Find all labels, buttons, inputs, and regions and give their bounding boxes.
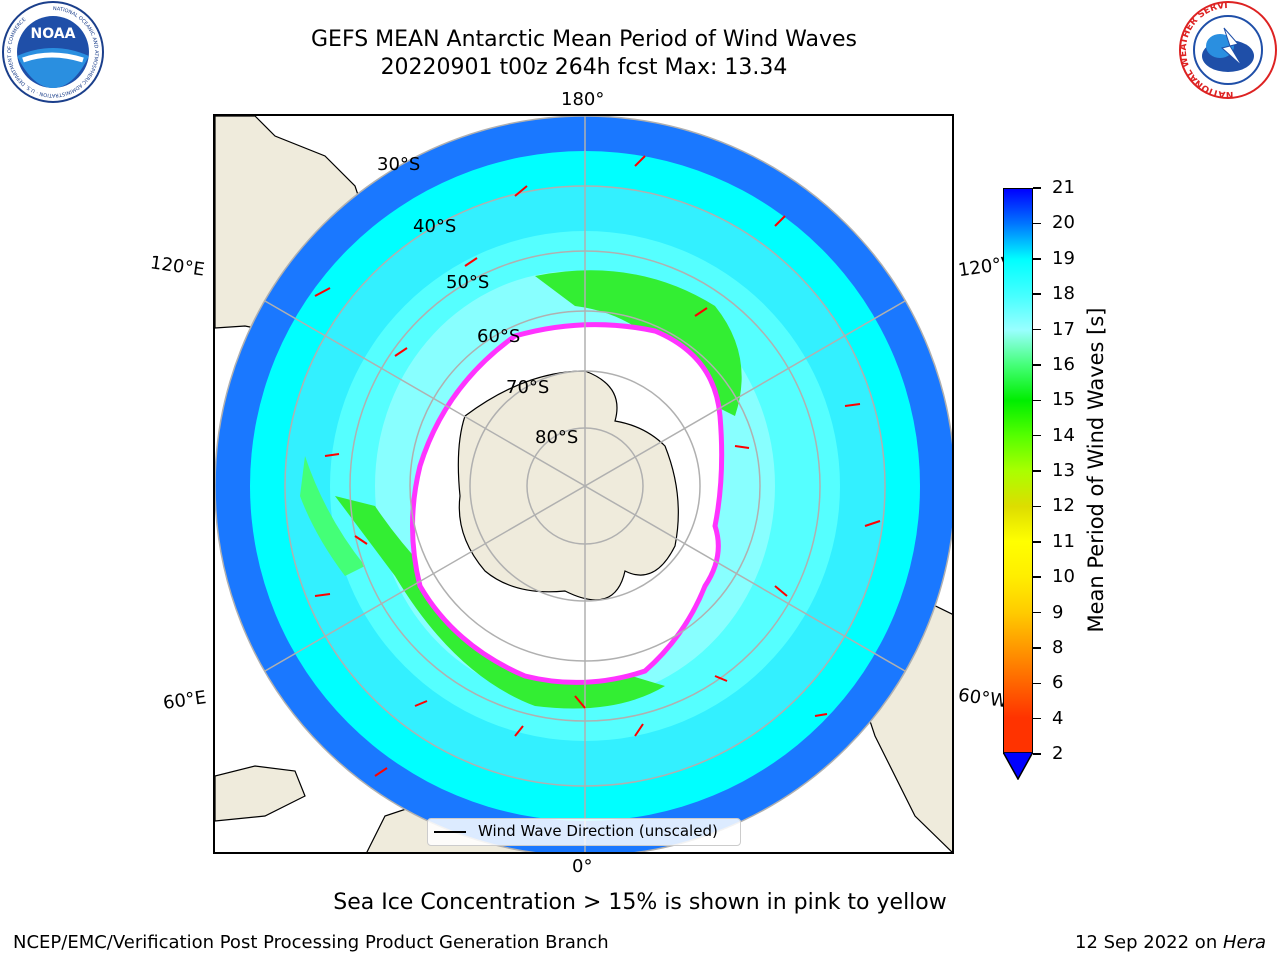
colorbar-tick-label: 2: [1052, 743, 1064, 764]
colorbar-tick-mark: [1033, 505, 1041, 508]
arrow: [634, 723, 644, 737]
map-frame: 30°S 40°S 50°S 60°S 70°S 80°S: [213, 114, 954, 854]
colorbar-tick-label: 6: [1052, 672, 1064, 694]
colorbar-tick-mark: [1033, 328, 1041, 331]
arrow: [634, 155, 646, 167]
noaa-logo-text: NOAA: [31, 26, 76, 42]
legend-line-swatch: [434, 831, 466, 833]
arrow: [374, 767, 388, 777]
colorbar-tick-label: 15: [1052, 389, 1075, 411]
arrow: [774, 215, 786, 227]
lat-label-40: 40°S: [413, 216, 456, 237]
legend: [427, 818, 741, 846]
arrow: [864, 520, 881, 527]
sea-ice-note: Sea Ice Concentration > 15% is shown in …: [333, 890, 947, 915]
colorbar-tick-label: 21: [1052, 177, 1075, 198]
lat-label-50: 50°S: [446, 272, 489, 293]
arrow: [314, 593, 331, 597]
nws-logo: NATIONAL WEATHER SERVICE: [1178, 0, 1277, 99]
meridian-120-300: [264, 300, 906, 672]
colorbar-tick-mark: [1033, 611, 1041, 614]
arrow: [354, 535, 368, 545]
colorbar-tick-mark: [1033, 576, 1041, 578]
colorbar-extend-triangle: [1003, 752, 1033, 780]
lon-label-180: 180°: [561, 89, 605, 110]
noaa-logo: NOAA NATIONAL OCEANIC AND ATMOSPHERIC AD…: [2, 1, 104, 103]
arrow: [734, 445, 750, 449]
colorbar-tick-label: 9: [1052, 601, 1064, 623]
lat-label-70: 70°S: [506, 377, 549, 398]
arrow: [324, 453, 340, 457]
colorbar-tick-label: 13: [1052, 460, 1075, 481]
colorbar-tick-mark: [1033, 434, 1041, 437]
arrow: [694, 307, 708, 317]
colorbar-tick-mark: [1033, 717, 1041, 720]
footer-date-text: 12 Sep 2022 on: [1075, 932, 1223, 953]
footer-host: Hera: [1222, 932, 1266, 953]
polar-map: 30°S 40°S 50°S 60°S 70°S 80°S: [215, 116, 952, 852]
chart-title: GEFS MEAN Antarctic Mean Period of Wind …: [311, 27, 857, 52]
colorbar-tick-label: 14: [1052, 424, 1075, 446]
lon-label-60w: 60°W: [956, 684, 1009, 713]
colorbar-tick-mark: [1033, 541, 1041, 543]
wind-wave-arrows: [314, 155, 881, 777]
colorbar-tick-mark: [1033, 222, 1041, 225]
colorbar-tick-label: 16: [1052, 353, 1075, 375]
colorbar-tick-mark: [1033, 364, 1041, 366]
colorbar-label: Mean Period of Wind Waves [s]: [1084, 307, 1108, 633]
lat-label-60: 60°S: [477, 326, 520, 347]
lon-label-120e: 120°E: [148, 252, 206, 281]
colorbar-tick-label: 19: [1052, 247, 1075, 269]
arrow: [314, 287, 331, 297]
colorbar-tick-label: 11: [1052, 530, 1075, 552]
graticule: [215, 116, 952, 852]
arrow: [414, 700, 428, 707]
colorbar-tick-mark: [1033, 187, 1041, 189]
legend-label: Wind Wave Direction (unscaled): [478, 822, 718, 840]
arrow: [464, 257, 478, 267]
colorbar-tick-mark: [1033, 470, 1041, 472]
colorbar-tick-label: 20: [1052, 212, 1075, 234]
colorbar: [1003, 188, 1033, 754]
colorbar-tick-label: 10: [1052, 566, 1075, 588]
arrow: [514, 725, 524, 737]
colorbar-tick-mark: [1033, 753, 1041, 755]
colorbar-tick-mark: [1033, 682, 1041, 684]
colorbar-tick-label: 18: [1052, 283, 1075, 305]
arrow: [714, 675, 728, 682]
arrow: [774, 585, 788, 597]
chart-subtitle: 20220901 t00z 264h fcst Max: 13.34: [380, 55, 788, 80]
colorbar-tick-mark: [1033, 647, 1041, 649]
antarctica: [410, 322, 725, 685]
arrow: [844, 403, 861, 407]
arrow: [514, 185, 528, 197]
colorbar-tick-label: 8: [1052, 636, 1064, 658]
colorbar-tick-mark: [1033, 399, 1041, 401]
colorbar-tick-mark: [1033, 258, 1041, 260]
lon-label-60e: 60°E: [161, 687, 208, 714]
colorbar-tick-mark: [1033, 293, 1041, 295]
colorbar-tick-label: 4: [1052, 707, 1064, 729]
arrow: [574, 695, 586, 709]
colorbar-tick-label: 12: [1052, 495, 1075, 517]
footer-date: 12 Sep 2022 on Hera: [1075, 932, 1266, 953]
madagascar-land: [215, 765, 306, 822]
footer-credit: NCEP/EMC/Verification Post Processing Pr…: [13, 932, 609, 953]
lat-label-80: 80°S: [535, 427, 578, 448]
colorbar-tick-label: 17: [1052, 318, 1075, 340]
lat-label-30: 30°S: [377, 154, 420, 175]
arrow: [814, 713, 828, 717]
arrow: [394, 347, 408, 357]
lon-label-0: 0°: [572, 856, 593, 877]
